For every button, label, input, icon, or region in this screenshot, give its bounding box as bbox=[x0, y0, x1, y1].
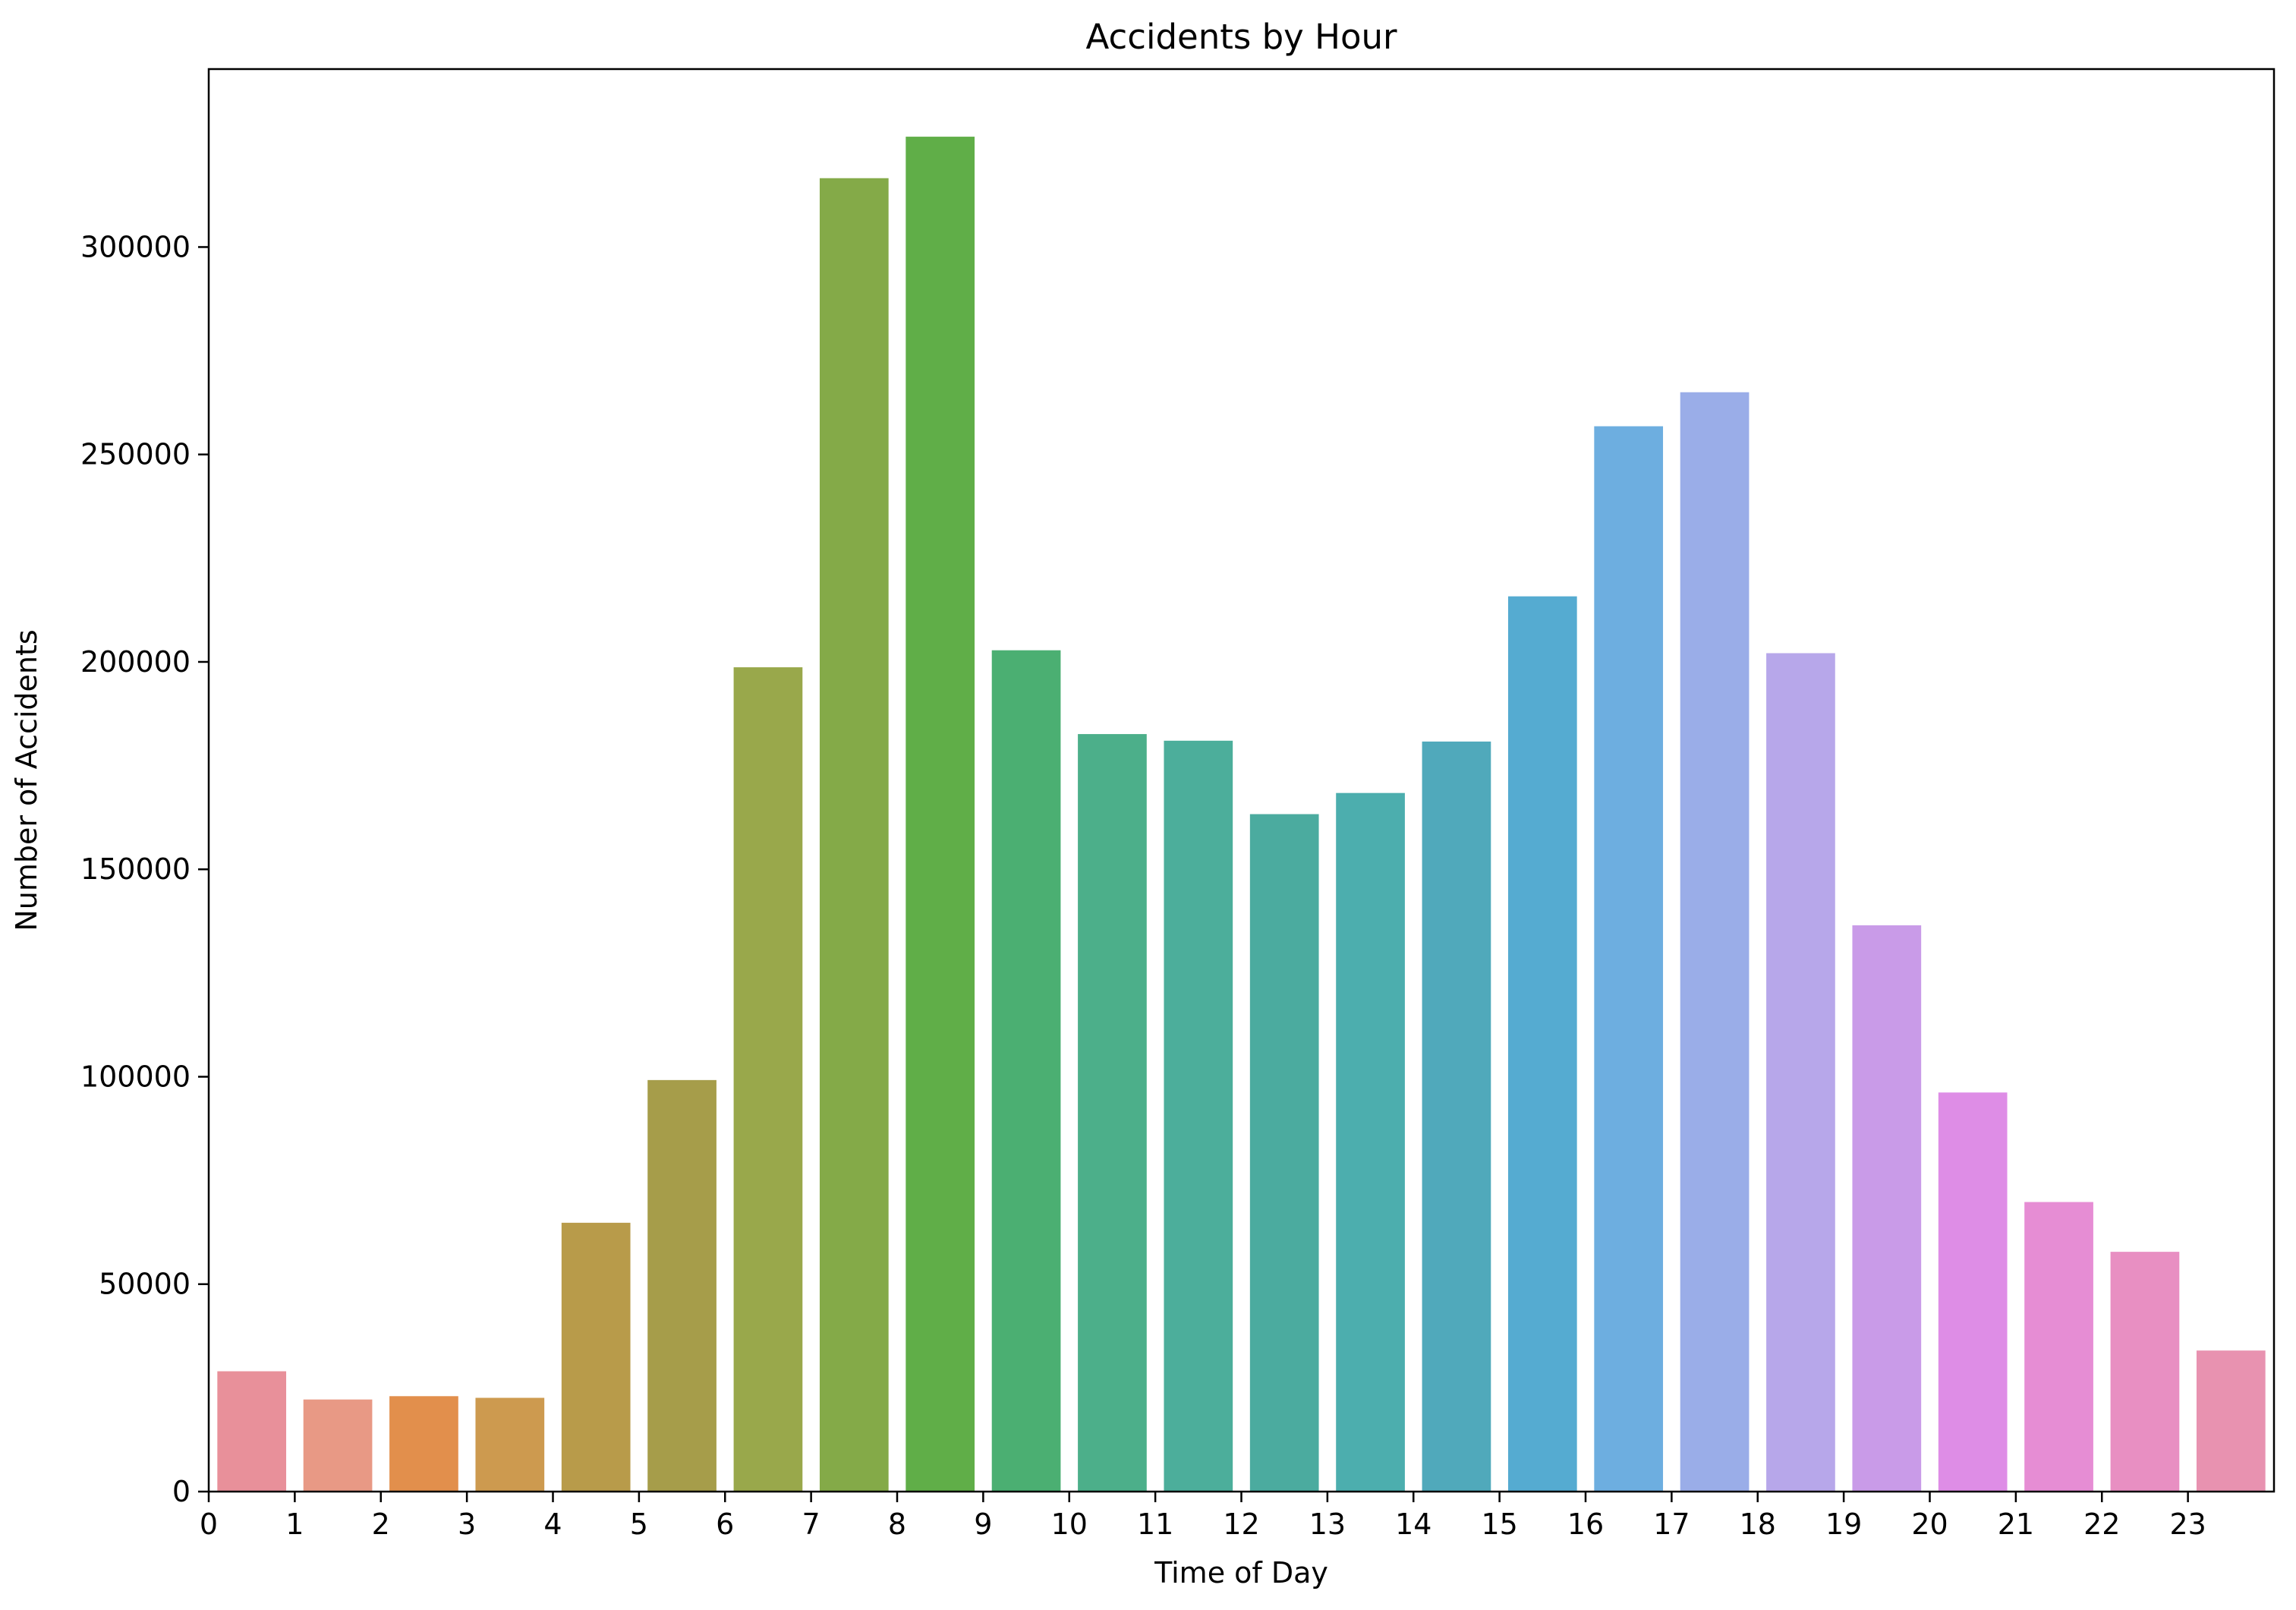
bar-hour-18 bbox=[1766, 653, 1835, 1492]
bar-hour-13 bbox=[1336, 792, 1405, 1492]
bar-hour-23 bbox=[2196, 1350, 2266, 1492]
plot-frame bbox=[207, 68, 2276, 1493]
bar-hour-15 bbox=[1507, 596, 1577, 1492]
x-tick-label: 17 bbox=[1653, 1508, 1690, 1541]
bar-hour-7 bbox=[819, 178, 889, 1492]
bar-hour-5 bbox=[647, 1079, 717, 1492]
y-tick-label: 100000 bbox=[80, 1060, 191, 1093]
bar-hour-6 bbox=[733, 667, 803, 1492]
bar-hour-10 bbox=[1078, 734, 1147, 1492]
bar-hour-11 bbox=[1164, 740, 1233, 1492]
bar-hour-2 bbox=[389, 1396, 458, 1492]
x-tick-label: 11 bbox=[1137, 1508, 1173, 1541]
x-tick-label: 21 bbox=[1998, 1508, 2034, 1541]
bar-hour-3 bbox=[475, 1397, 545, 1492]
x-tick-label: 2 bbox=[372, 1508, 390, 1541]
bar-hour-4 bbox=[561, 1222, 631, 1492]
bars-group bbox=[217, 137, 2266, 1492]
bar-hour-20 bbox=[1938, 1092, 2008, 1492]
x-tick-label: 8 bbox=[888, 1508, 906, 1541]
bar-hour-1 bbox=[303, 1399, 373, 1492]
y-tick-label: 150000 bbox=[80, 852, 191, 886]
x-tick-label: 22 bbox=[2083, 1508, 2120, 1541]
y-tick-label: 50000 bbox=[99, 1268, 191, 1301]
x-tick-label: 13 bbox=[1309, 1508, 1346, 1541]
y-tick-label: 250000 bbox=[80, 438, 191, 471]
x-tick-label: 14 bbox=[1395, 1508, 1431, 1541]
x-tick-label: 1 bbox=[285, 1508, 304, 1541]
x-tick-label: 12 bbox=[1223, 1508, 1259, 1541]
x-tick-label: 23 bbox=[2169, 1508, 2206, 1541]
bar-hour-17 bbox=[1680, 392, 1750, 1492]
y-tick-label: 300000 bbox=[80, 230, 191, 263]
bar-hour-8 bbox=[905, 137, 975, 1492]
x-tick-label: 10 bbox=[1051, 1508, 1088, 1541]
bar-hour-19 bbox=[1852, 925, 1922, 1492]
x-tick-label: 6 bbox=[716, 1508, 734, 1541]
x-tick-label: 18 bbox=[1740, 1508, 1776, 1541]
x-tick-label: 20 bbox=[1911, 1508, 1948, 1541]
y-axis-title: Number of Accidents bbox=[10, 629, 43, 931]
chart-title: Accidents by Hour bbox=[1085, 17, 1397, 57]
bar-hour-21 bbox=[2024, 1202, 2093, 1492]
y-tick-label: 0 bbox=[172, 1475, 191, 1508]
bar-hour-9 bbox=[991, 650, 1061, 1492]
x-tick-label: 16 bbox=[1567, 1508, 1604, 1541]
bar-hour-12 bbox=[1249, 814, 1319, 1492]
x-tick-label: 3 bbox=[458, 1508, 476, 1541]
x-axis: 0 1 2 3 4 5 6 7 8 9 10 11 12 13 14 15 16 17 18 19 20 21 22 23 bbox=[200, 1492, 2206, 1541]
bar-hour-0 bbox=[217, 1371, 287, 1492]
x-axis-title: Time of Day bbox=[1154, 1556, 1328, 1590]
y-axis: 0 50000 100000 150000 200000 250000 300000 bbox=[80, 230, 209, 1508]
x-tick-label: 4 bbox=[543, 1508, 562, 1541]
bar-hour-14 bbox=[1422, 741, 1491, 1492]
x-tick-label: 9 bbox=[974, 1508, 992, 1541]
x-tick-label: 15 bbox=[1481, 1508, 1517, 1541]
bar-hour-22 bbox=[2110, 1252, 2180, 1492]
x-tick-label: 7 bbox=[802, 1508, 820, 1541]
x-tick-label: 0 bbox=[200, 1508, 218, 1541]
y-tick-label: 200000 bbox=[80, 645, 191, 679]
x-tick-label: 5 bbox=[630, 1508, 648, 1541]
x-tick-label: 19 bbox=[1825, 1508, 1862, 1541]
bar-hour-16 bbox=[1594, 426, 1664, 1492]
